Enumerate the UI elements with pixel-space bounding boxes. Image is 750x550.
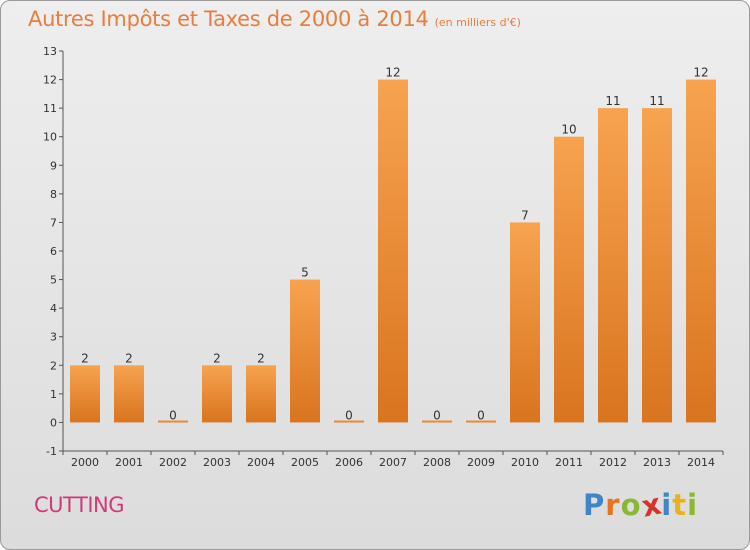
x-tick-label: 2014 (687, 456, 715, 469)
x-tick-label: 2005 (291, 456, 319, 469)
y-tick-label: 6 (50, 245, 57, 258)
bar (466, 420, 496, 423)
bar (334, 420, 364, 423)
data-label: 2 (257, 351, 265, 365)
bar (598, 108, 628, 423)
y-tick-label: 0 (50, 416, 57, 429)
data-label: 12 (693, 66, 708, 80)
y-tick-label: 3 (50, 331, 57, 344)
data-label: 2 (125, 351, 133, 365)
y-tick-label: 13 (43, 45, 57, 58)
data-label: 0 (169, 408, 177, 422)
x-tick-label: 2006 (335, 456, 363, 469)
y-tick-label: -1 (46, 445, 57, 458)
data-label: 2 (213, 351, 221, 365)
y-tick-label: 5 (50, 274, 57, 287)
logo-letter: P (583, 488, 606, 522)
bar (202, 365, 232, 423)
bar (642, 108, 672, 423)
y-tick-label: 12 (43, 74, 57, 87)
y-tick-label: 9 (50, 159, 57, 172)
x-tick-label: 2010 (511, 456, 539, 469)
chart-subtitle: (en milliers d'€) (434, 16, 521, 29)
x-tick-label: 2003 (203, 456, 231, 469)
data-label: 0 (477, 408, 485, 422)
data-label: 0 (433, 408, 441, 422)
proxiti-logo[interactable]: Proxiti (583, 486, 699, 523)
y-tick-label: 1 (50, 388, 57, 401)
x-tick-label: 2001 (115, 456, 143, 469)
bar (422, 420, 452, 423)
x-tick-label: 2011 (555, 456, 583, 469)
x-tick-label: 2008 (423, 456, 451, 469)
y-tick-label: 11 (43, 102, 57, 115)
x-tick-label: 2013 (643, 456, 671, 469)
bar (114, 365, 144, 423)
x-tick-label: 2000 (71, 456, 99, 469)
bar (246, 365, 276, 423)
x-tick-label: 2004 (247, 456, 275, 469)
y-tick-label: 10 (43, 131, 57, 144)
x-tick-label: 2002 (159, 456, 187, 469)
bar (554, 136, 584, 423)
data-label: 10 (561, 123, 576, 137)
bar (686, 79, 716, 423)
logo-letter: r (605, 488, 621, 522)
data-label: 11 (605, 94, 620, 108)
y-tick-label: 7 (50, 216, 57, 229)
chart-title-text: Autres Impôts et Taxes de 2000 à 2014 (28, 7, 429, 31)
logo-letter: t (672, 488, 688, 522)
bar (510, 222, 540, 423)
y-tick-label: 8 (50, 188, 57, 201)
data-label: 0 (345, 408, 353, 422)
logo-letter: o (620, 488, 642, 522)
y-tick-label: 4 (50, 302, 57, 315)
chart-title: Autres Impôts et Taxes de 2000 à 2014 (en… (28, 7, 521, 31)
x-tick-label: 2012 (599, 456, 627, 469)
x-tick-label: 2009 (467, 456, 495, 469)
bar (378, 79, 408, 423)
bar (158, 420, 188, 423)
data-label: 12 (385, 66, 400, 80)
bar (290, 279, 320, 423)
bar (70, 365, 100, 423)
data-label: 5 (301, 266, 309, 280)
data-label: 7 (521, 208, 529, 222)
y-tick-label: 2 (50, 359, 57, 372)
city-name: CUTTING (34, 493, 125, 517)
logo-letter: i (661, 488, 673, 522)
logo-letter: i (687, 488, 699, 522)
data-label: 2 (81, 351, 89, 365)
x-tick-label: 2007 (379, 456, 407, 469)
data-label: 11 (649, 94, 664, 108)
